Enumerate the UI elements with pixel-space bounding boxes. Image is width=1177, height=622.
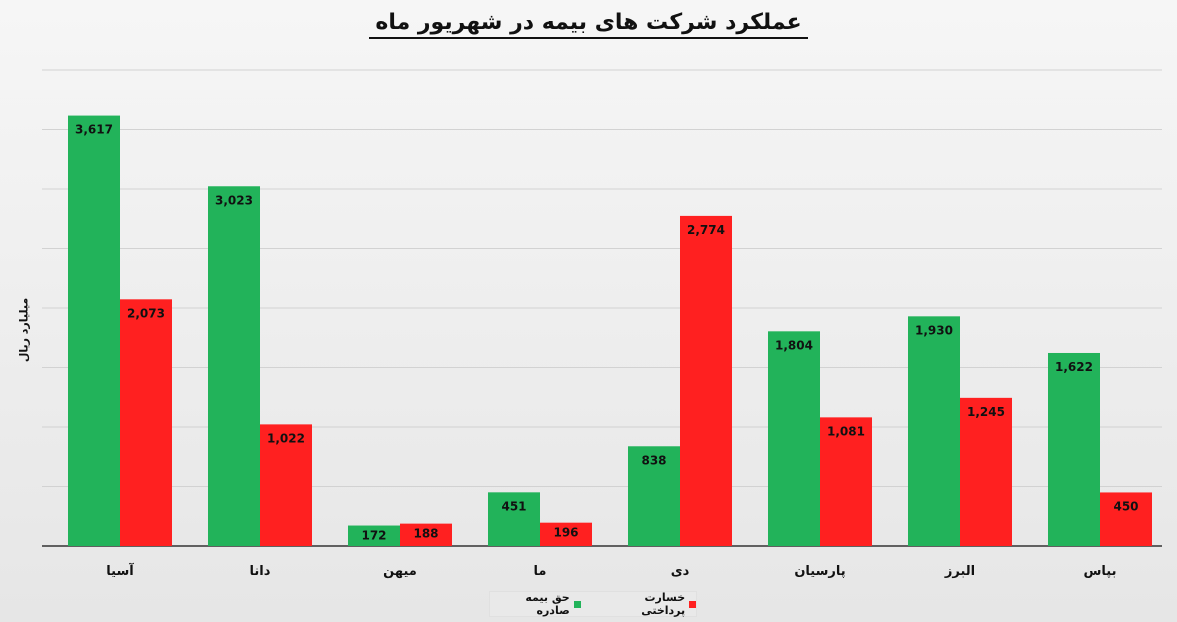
legend-swatch-claims (689, 600, 696, 608)
data-label: 1,622 (1055, 360, 1093, 374)
data-label: 172 (361, 529, 386, 543)
bar-premium (768, 331, 820, 546)
legend-label-claims: خسارت پرداختی (641, 591, 686, 617)
legend-item-claims: خسارت پرداختی (599, 591, 696, 617)
bar-claims (820, 417, 872, 546)
chart-title-text: عملکرد شرکت های بیمه در شهریور ماه (369, 10, 808, 39)
data-label: 838 (641, 453, 666, 467)
bar-claims (960, 397, 1012, 546)
data-label: 1,081 (827, 424, 865, 438)
data-label: 451 (501, 499, 526, 513)
x-tick-label: آسیا (106, 562, 134, 579)
data-label: 2,774 (687, 223, 725, 237)
legend-item-premium: حق بیمه صادره (490, 591, 581, 617)
x-tick-label: البرز (944, 564, 975, 579)
bar-premium (908, 316, 960, 546)
data-label: 1,245 (967, 405, 1005, 419)
data-label: 196 (553, 526, 578, 540)
x-tick-label: دانا (250, 564, 271, 579)
data-label: 3,023 (215, 193, 253, 207)
legend-swatch-premium (573, 600, 581, 608)
x-tick-label: بپاس (1083, 564, 1116, 579)
bar-claims (400, 523, 452, 546)
bar-premium (208, 186, 260, 546)
data-label: 1,022 (267, 431, 305, 445)
legend-label-premium: حق بیمه صادره (525, 591, 570, 617)
x-tick-label: دی (671, 564, 690, 579)
x-tick-label: پارسیان (794, 564, 845, 579)
bar-premium (68, 115, 120, 547)
bar-claims (120, 299, 172, 546)
legend: حق بیمه صادره خسارت پرداختی (489, 591, 697, 617)
data-label: 188 (413, 527, 438, 541)
bar-premium (488, 492, 540, 546)
bar-claims (680, 215, 732, 547)
bar-claims (1100, 492, 1152, 546)
data-label: 450 (1113, 499, 1138, 513)
bar-premium (348, 525, 400, 546)
x-tick-label: میهن (383, 564, 417, 579)
bar-premium (1048, 352, 1100, 546)
data-label: 1,930 (915, 323, 953, 337)
chart-title: عملکرد شرکت های بیمه در شهریور ماه (0, 10, 1177, 39)
bar-claims (540, 522, 592, 546)
bar-claims (260, 424, 312, 546)
data-label: 3,617 (75, 123, 113, 137)
bar-premium (628, 446, 680, 546)
data-label: 2,073 (127, 306, 165, 320)
x-tick-label: ما (534, 564, 547, 579)
data-label: 1,804 (775, 338, 813, 352)
